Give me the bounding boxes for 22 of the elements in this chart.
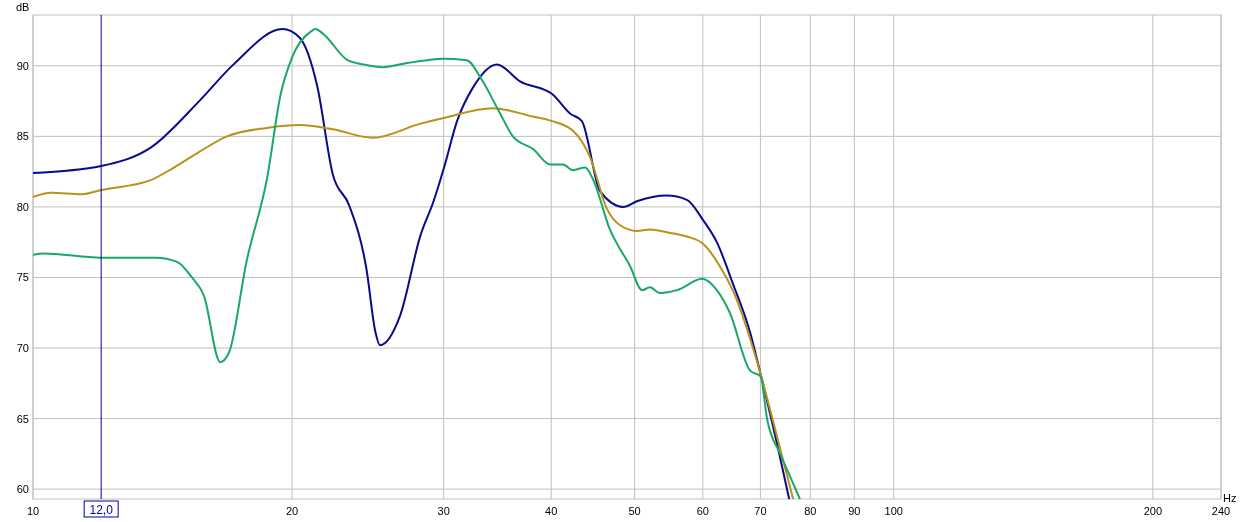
x-tick-label: 200 xyxy=(1143,505,1163,517)
y-tick-label: 75 xyxy=(16,271,29,284)
x-tick-label: 100 xyxy=(884,505,903,517)
ref-line-label: 12,0 xyxy=(89,503,114,517)
x-tick-label: 90 xyxy=(848,505,861,517)
x-axis-title: Hz xyxy=(1223,492,1237,504)
y-tick-label: 70 xyxy=(16,342,29,355)
y-tick-label: 60 xyxy=(16,483,29,496)
x-tick-label: 240 xyxy=(1211,505,1231,517)
x-tick-label: 60 xyxy=(696,505,709,517)
y-tick-label: 85 xyxy=(16,130,29,143)
x-tick-label: 10 xyxy=(26,505,40,517)
x-tick-label: 70 xyxy=(754,505,767,517)
y-tick-label: 65 xyxy=(16,412,29,425)
x-tick-label: 80 xyxy=(804,505,817,517)
x-tick-label: 40 xyxy=(545,505,558,517)
y-axis-title: dB xyxy=(16,1,30,13)
x-tick-label: 20 xyxy=(285,505,299,517)
x-tick-label: 50 xyxy=(628,505,641,517)
y-tick-label: 90 xyxy=(16,59,29,72)
y-tick-label: 80 xyxy=(16,200,29,213)
x-tick-label: 30 xyxy=(437,505,450,517)
